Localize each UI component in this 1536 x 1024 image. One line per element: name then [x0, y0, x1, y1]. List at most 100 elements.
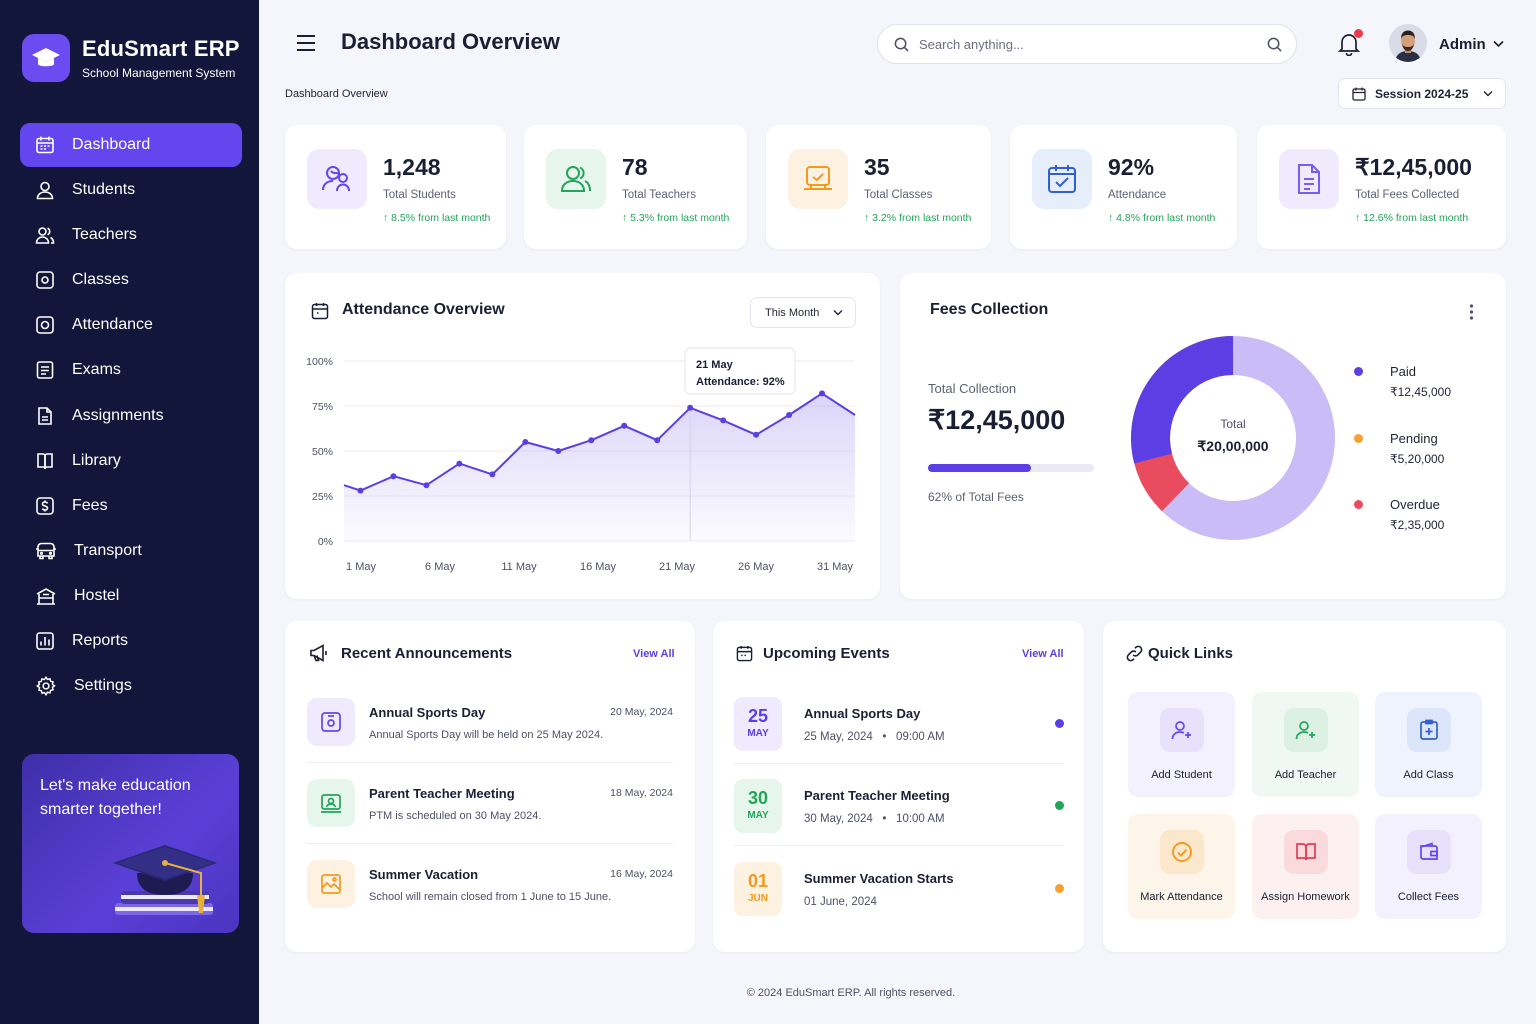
- sidebar-item-assignments[interactable]: Assignments: [20, 394, 242, 438]
- trophy-icon: [307, 698, 355, 746]
- quick-link-add-teacher[interactable]: Add Teacher: [1252, 692, 1359, 797]
- stat-value: 35: [864, 154, 890, 180]
- stat-label: Total Teachers: [622, 189, 696, 201]
- document-icon: [1279, 149, 1339, 209]
- sidebar-item-exams[interactable]: Exams: [20, 348, 242, 392]
- divider: [307, 843, 673, 844]
- announcement-title: Annual Sports Day: [369, 705, 486, 720]
- sidebar-item-attendance[interactable]: Attendance: [20, 303, 242, 347]
- stat-card-fees[interactable]: ₹12,45,000 Total Fees Collected ↑ 12.6% …: [1257, 125, 1506, 249]
- attendance-chart[interactable]: 100% 75% 50% 25% 0% 1 May 6 May 11 May 16 May 21 …: [285, 273, 880, 599]
- sidebar-item-dashboard[interactable]: Dashboard: [20, 123, 242, 167]
- sidebar-item-students[interactable]: Students: [20, 168, 242, 212]
- promo-text: Let's make education smarter together!: [40, 777, 191, 818]
- stat-trend: ↑ 5.3% from last month: [622, 212, 730, 224]
- meeting-icon: [307, 779, 355, 827]
- notifications-button[interactable]: [1338, 32, 1360, 56]
- announcement-desc: PTM is scheduled on 30 May 2024.: [369, 810, 542, 822]
- sidebar-item-transport[interactable]: Transport: [20, 529, 242, 573]
- quick-link-assign-homework[interactable]: Assign Homework: [1252, 814, 1359, 919]
- quick-link-add-class[interactable]: Add Class: [1375, 692, 1482, 797]
- sidebar-item-label: Transport: [74, 541, 142, 559]
- sidebar-item-label: Settings: [74, 677, 132, 695]
- sidebar-item-teachers[interactable]: Teachers: [20, 213, 242, 257]
- graduation-cap-logo-icon: [22, 34, 70, 82]
- book-icon: [37, 452, 53, 469]
- view-all-events-link[interactable]: View All: [1022, 648, 1064, 660]
- sidebar-item-hostel[interactable]: Hostel: [20, 574, 242, 618]
- stat-label: Total Fees Collected: [1355, 189, 1460, 201]
- stat-card-students[interactable]: 1,248 Total Students ↑ 8.5% from last mo…: [285, 125, 506, 249]
- sidebar-item-library[interactable]: Library: [20, 439, 242, 483]
- legend-label: Pending: [1390, 431, 1438, 446]
- check-circle-icon: [1159, 830, 1204, 874]
- list-item[interactable]: 30 MAY Parent Teacher Meeting 30 May, 20…: [734, 779, 1064, 833]
- sidebar-item-classes[interactable]: Classes: [20, 258, 242, 302]
- chevron-down-icon[interactable]: [1493, 40, 1504, 48]
- exams-icon: [36, 361, 54, 380]
- quick-link-label: Collect Fees: [1397, 891, 1460, 903]
- range-label: This Month: [765, 306, 820, 319]
- avatar[interactable]: [1389, 24, 1427, 62]
- list-item[interactable]: 25 MAY Annual Sports Day 25 May, 2024 • …: [734, 697, 1064, 751]
- quick-link-collect-fees[interactable]: Collect Fees: [1375, 814, 1482, 919]
- y-tick-label: 100%: [306, 356, 333, 368]
- quick-link-label: Add Student: [1151, 769, 1212, 781]
- sidebar-item-fees[interactable]: Fees: [20, 484, 242, 528]
- chevron-down-icon: [1483, 91, 1493, 97]
- tooltip-box: [684, 347, 796, 395]
- gear-icon: [36, 676, 56, 697]
- donut-center-total: ₹20,00,000: [1197, 438, 1269, 454]
- stat-trend-text: 3.2% from last month: [872, 212, 972, 224]
- stat-trend: ↑ 8.5% from last month: [383, 212, 491, 224]
- brand[interactable]: EduSmart ERP School Management System: [22, 34, 240, 82]
- app-subtitle: School Management System: [82, 66, 236, 80]
- sidebar-item-label: Attendance: [72, 316, 153, 334]
- fees-donut-chart[interactable]: [1128, 333, 1338, 543]
- list-item[interactable]: Annual Sports Day Annual Sports Day will…: [307, 698, 673, 748]
- data-point: [588, 437, 595, 444]
- stat-value: 78: [622, 154, 648, 180]
- more-vertical-icon[interactable]: [1469, 304, 1474, 320]
- event-date-badge: 01 JUN: [734, 862, 782, 916]
- quick-link-add-student[interactable]: Add Student: [1128, 692, 1235, 797]
- x-tick-label: 1 May: [346, 561, 376, 573]
- y-tick-label: 75%: [312, 401, 333, 413]
- search-input[interactable]: [919, 36, 1267, 52]
- quick-link-mark-attendance[interactable]: Mark Attendance: [1128, 814, 1235, 919]
- stat-card-teachers[interactable]: 78 Total Teachers ↑ 5.3% from last month: [524, 125, 747, 249]
- event-month: MAY: [747, 728, 769, 739]
- menu-toggle-button[interactable]: [296, 34, 316, 52]
- data-point: [786, 412, 793, 418]
- view-all-announcements-link[interactable]: View All: [633, 648, 675, 660]
- stat-card-attendance[interactable]: 92% Attendance ↑ 4.8% from last month: [1010, 125, 1237, 249]
- announcement-date: 18 May, 2024: [610, 787, 673, 799]
- donut-slice-paid: [1162, 336, 1335, 540]
- user-name[interactable]: Admin: [1439, 36, 1486, 53]
- search-submit-icon[interactable]: [1267, 37, 1282, 52]
- calendar-check-icon: [1032, 149, 1092, 209]
- sidebar-item-label: Reports: [72, 632, 129, 650]
- event-date: 25 May, 2024: [804, 731, 873, 743]
- chart-tooltip: 21 May Attendance: 92%: [684, 347, 796, 395]
- sidebar-item-reports[interactable]: Reports: [20, 619, 242, 663]
- megaphone-icon: [310, 644, 327, 662]
- list-item[interactable]: 01 JUN Summer Vacation Starts 01 June, 2…: [734, 862, 1064, 916]
- sidebar-item-settings[interactable]: Settings: [20, 664, 242, 708]
- stat-card-classes[interactable]: 35 Total Classes ↑ 3.2% from last month: [766, 125, 991, 249]
- list-item[interactable]: Parent Teacher Meeting PTM is scheduled …: [307, 779, 673, 829]
- search-bar[interactable]: [877, 24, 1297, 64]
- announcement-date: 20 May, 2024: [610, 706, 673, 718]
- list-item[interactable]: Summer Vacation School will remain close…: [307, 860, 673, 910]
- legend-amount: ₹12,45,000: [1390, 385, 1452, 399]
- range-dropdown[interactable]: This Month: [750, 297, 856, 328]
- data-point: [654, 437, 661, 444]
- data-point: [489, 471, 496, 478]
- stat-label: Attendance: [1108, 189, 1167, 201]
- legend-dot: [1354, 500, 1363, 509]
- session-select[interactable]: Session 2024-25: [1338, 78, 1506, 109]
- sidebar-item-label: Exams: [72, 361, 121, 379]
- event-day: 25: [747, 706, 769, 726]
- fees-progress-bar: [928, 464, 1094, 472]
- x-tick-label: 31 May: [817, 561, 854, 573]
